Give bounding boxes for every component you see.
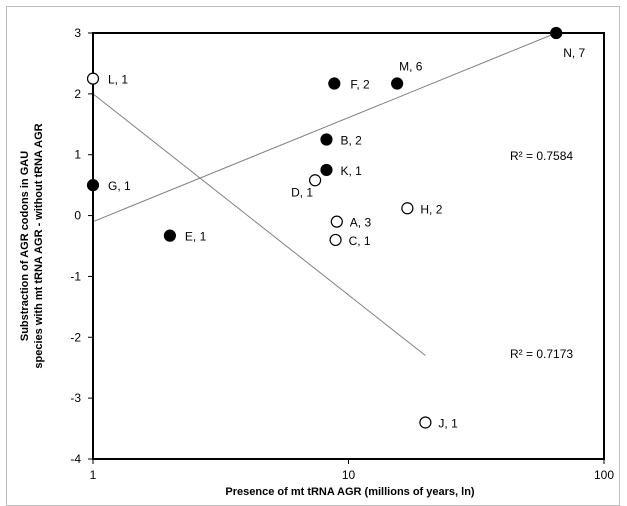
data-point-label: C, 1 <box>349 234 371 248</box>
point-labels: L, 1 G, 1 E, 1 F, 2 M, 6 B, 2 K, 1 D, 1 A, 3 C, 1… <box>108 46 586 430</box>
y-tick-label: 0 <box>74 209 81 223</box>
x-axis-label: Presence of mt tRNA AGR (millions of yea… <box>225 486 475 498</box>
data-point-label: J, 1 <box>438 416 458 430</box>
y-axis-label-line1: Substraction of AGR codons in GAU <box>19 151 31 341</box>
data-point <box>320 163 333 177</box>
data-point <box>308 174 322 187</box>
data-point-label: N, 7 <box>563 46 585 60</box>
data-point <box>419 416 432 429</box>
r-squared-label: R² = 0.7584 <box>510 149 573 163</box>
data-point-label: F, 2 <box>350 78 370 92</box>
data-point-label: E, 1 <box>185 230 207 244</box>
data-point-label: M, 6 <box>399 60 423 74</box>
data-point <box>330 215 343 228</box>
data-point <box>329 233 342 247</box>
trendline <box>92 32 557 223</box>
data-point <box>391 77 404 90</box>
data-point <box>86 179 100 192</box>
data-point-label: B, 2 <box>340 134 362 148</box>
y-tick-label: -3 <box>70 391 81 405</box>
trendlines: R² = 0.7584 R² = 0.7173 <box>92 32 573 361</box>
data-point <box>163 229 177 242</box>
x-tick-label: 10 <box>342 468 356 482</box>
data-point <box>320 133 333 146</box>
data-point-label: G, 1 <box>108 179 131 193</box>
data-point-label: H, 2 <box>420 202 442 216</box>
x-tick-label: 1 <box>90 468 97 482</box>
y-tick-label: 3 <box>74 26 81 40</box>
data-point <box>550 26 563 40</box>
data-point-label: K, 1 <box>340 164 362 178</box>
x-tick-label: 100 <box>594 468 614 482</box>
data-point-label: L, 1 <box>108 73 128 87</box>
data-point <box>328 77 341 90</box>
r-squared-label: R² = 0.7173 <box>510 347 573 361</box>
y-tick-label: -1 <box>70 269 81 283</box>
data-points <box>86 26 563 429</box>
data-point <box>401 202 414 215</box>
trendline <box>92 93 426 356</box>
y-tick-label: 1 <box>74 148 81 162</box>
y-axis-label-line2: species with mt tRNA AGR - without tRNA … <box>33 123 45 368</box>
y-axis-ticks: 3 2 1 0 -1 -2 -3 -4 <box>70 26 93 466</box>
y-tick-label: 2 <box>74 87 81 101</box>
data-point-label: D, 1 <box>291 185 313 199</box>
data-point-label: A, 3 <box>350 216 372 230</box>
data-point <box>86 72 100 85</box>
x-axis-ticks: 1 10 100 <box>90 459 614 482</box>
y-tick-label: -2 <box>70 330 81 344</box>
y-tick-label: -4 <box>70 452 81 466</box>
